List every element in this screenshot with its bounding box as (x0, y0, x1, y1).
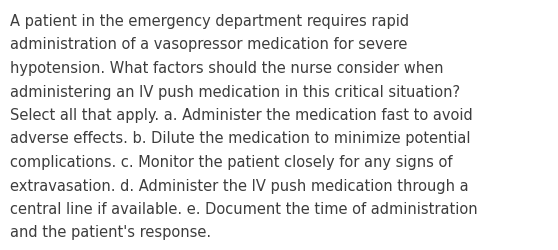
Text: adverse effects. b. Dilute the medication to minimize potential: adverse effects. b. Dilute the medicatio… (10, 131, 470, 146)
Text: central line if available. e. Document the time of administration: central line if available. e. Document t… (10, 201, 478, 216)
Text: and the patient's response.: and the patient's response. (10, 224, 211, 240)
Text: administering an IV push medication in this critical situation?: administering an IV push medication in t… (10, 84, 460, 99)
Text: administration of a vasopressor medication for severe: administration of a vasopressor medicati… (10, 37, 407, 52)
Text: hypotension. What factors should the nurse consider when: hypotension. What factors should the nur… (10, 61, 444, 76)
Text: complications. c. Monitor the patient closely for any signs of: complications. c. Monitor the patient cl… (10, 154, 453, 169)
Text: A patient in the emergency department requires rapid: A patient in the emergency department re… (10, 14, 409, 29)
Text: Select all that apply. a. Administer the medication fast to avoid: Select all that apply. a. Administer the… (10, 108, 473, 122)
Text: extravasation. d. Administer the IV push medication through a: extravasation. d. Administer the IV push… (10, 178, 469, 193)
